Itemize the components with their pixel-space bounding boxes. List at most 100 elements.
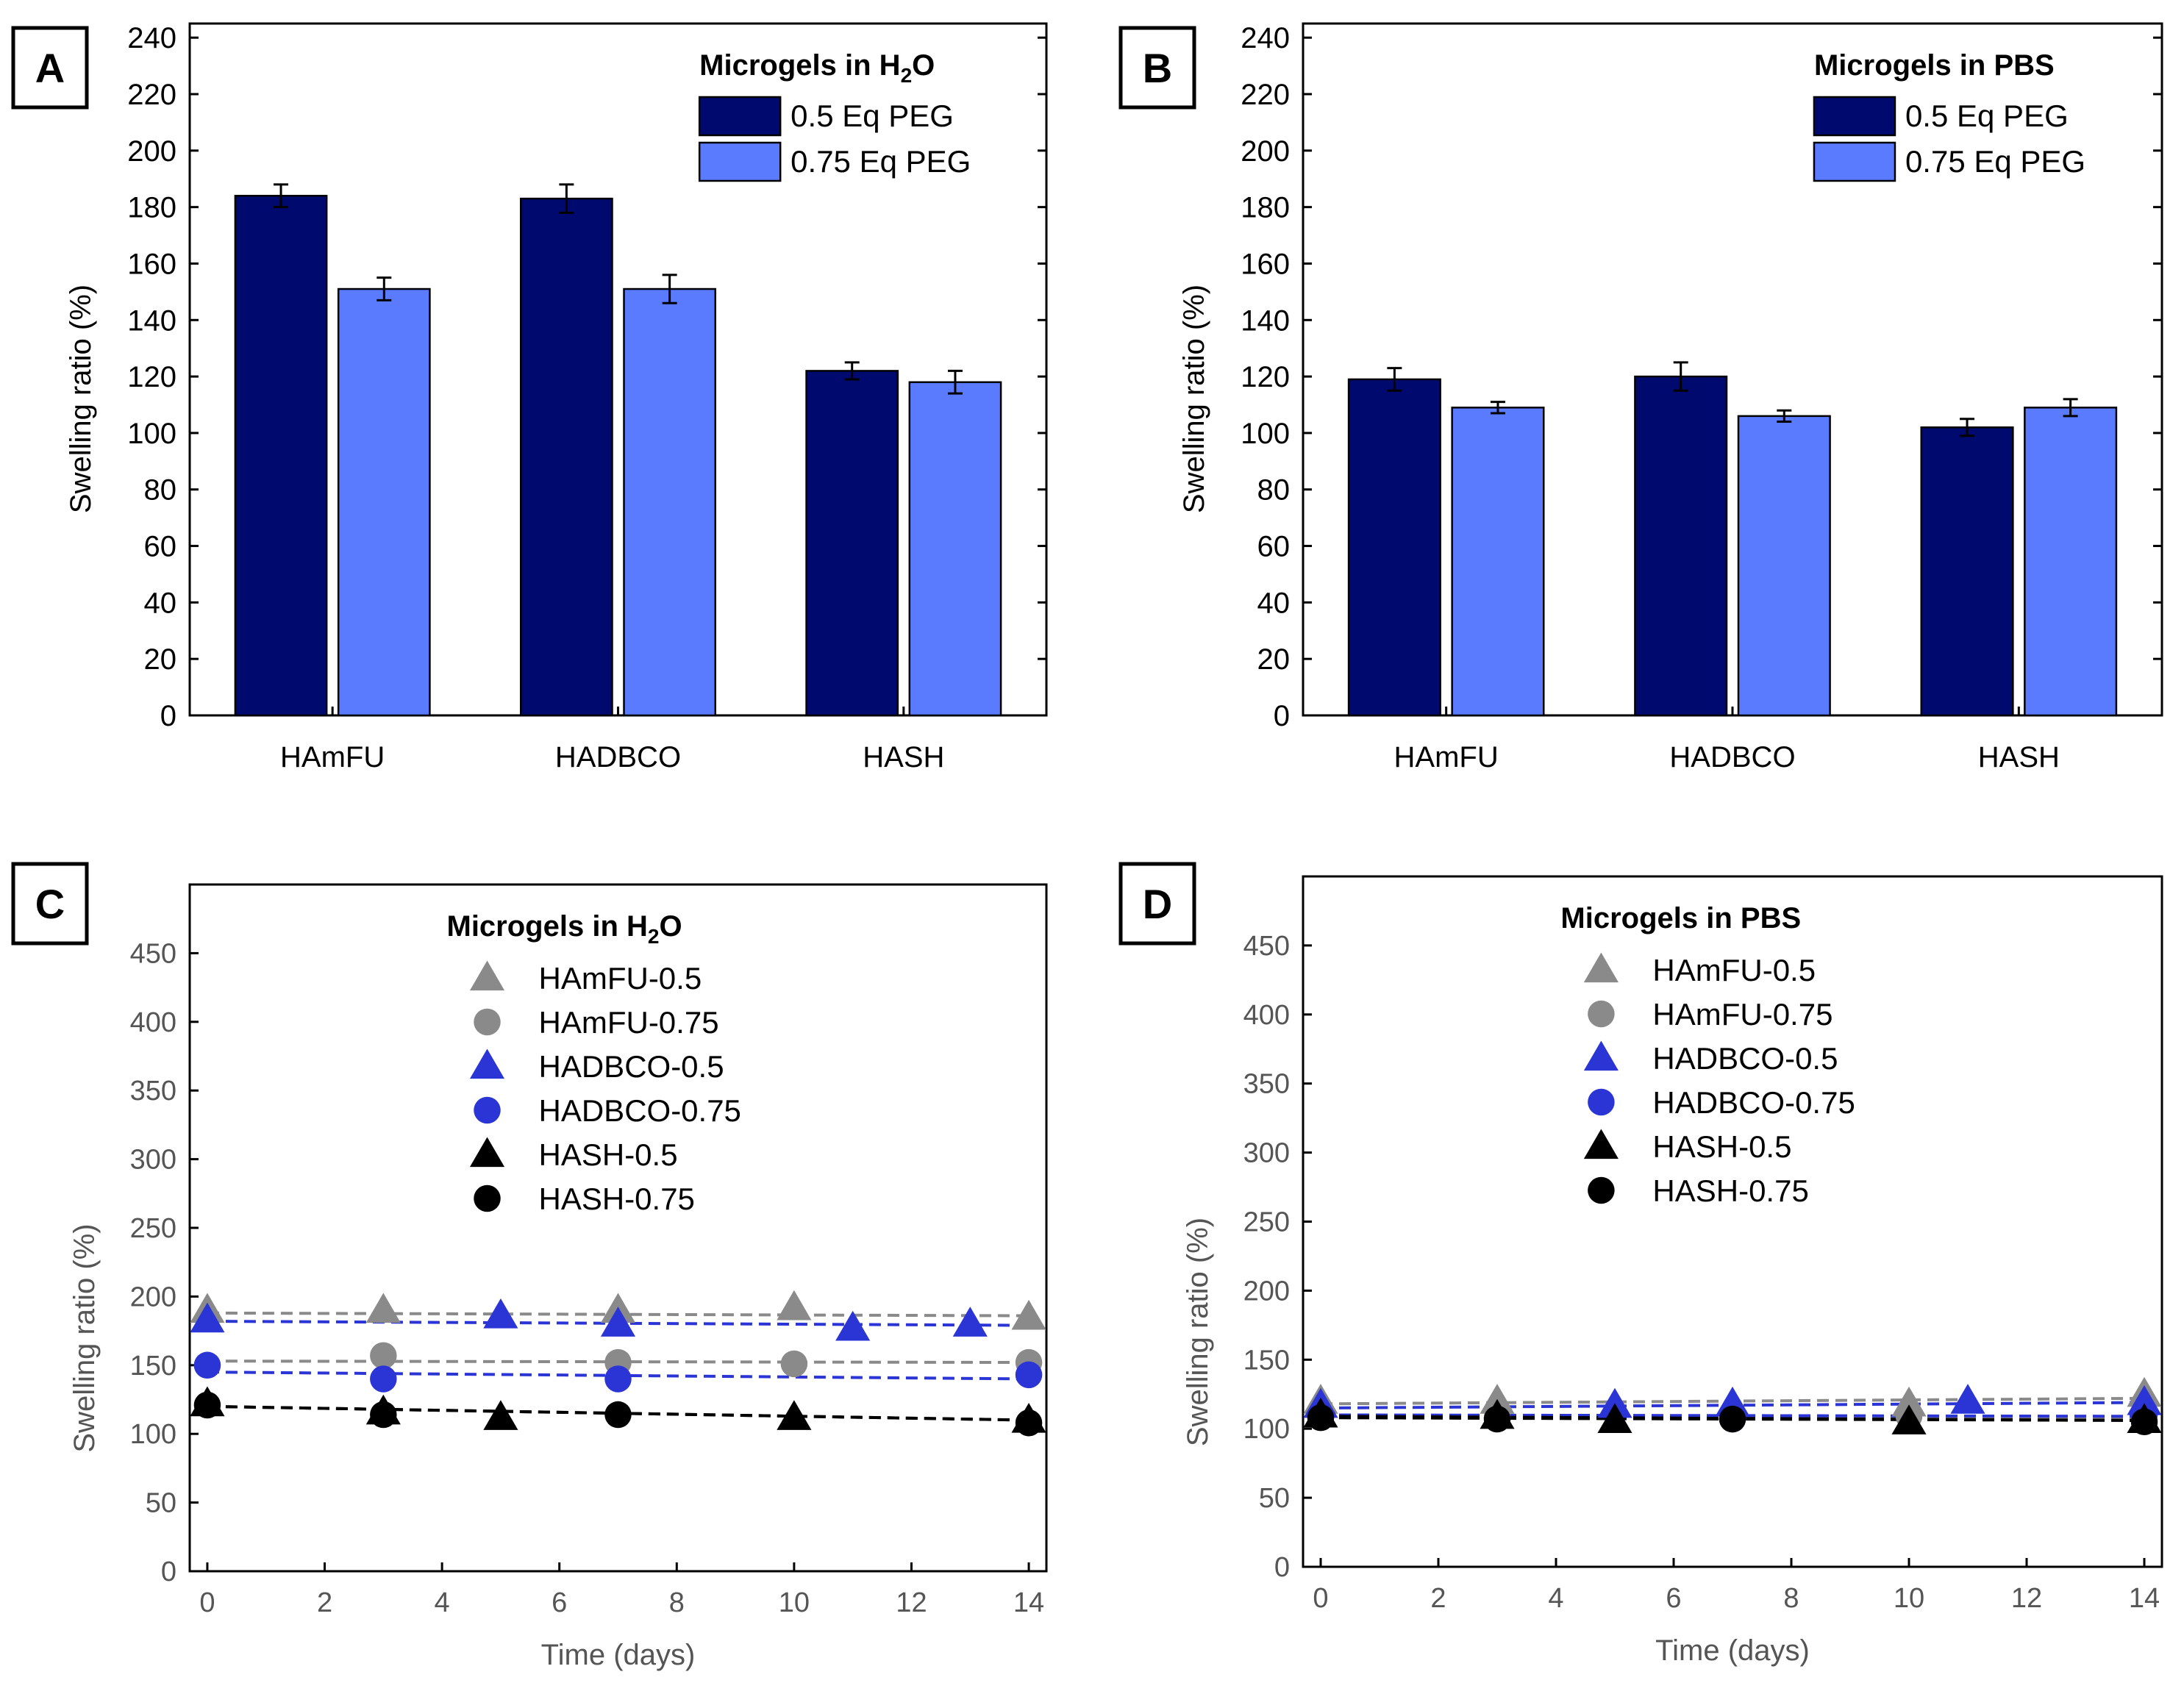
- x-axis-label: Time (days): [541, 1639, 696, 1671]
- y-tick-label: 400: [130, 1007, 176, 1038]
- point-hamfu-0.5: [777, 1290, 812, 1320]
- chart-panel-d: 0 50 100 150 200 250 300 350 400 450 0 2 4 6 8 10 12 14 Ti…: [1182, 875, 2163, 1667]
- legend-marker: [469, 1048, 505, 1079]
- bar-hash-series-1: [908, 381, 1002, 717]
- point-hash-0.75: [1483, 1405, 1511, 1433]
- point-hadbco-0.5: [600, 1307, 636, 1337]
- legend-title-main: Microgels in H: [447, 910, 648, 943]
- point-hash-0.75: [1307, 1404, 1335, 1432]
- y-tick-label: 40: [1257, 587, 1291, 619]
- point-hadbco-0.5: [835, 1310, 871, 1341]
- x-tick-label: 14: [1013, 1587, 1044, 1618]
- bar-hadbco-series-1: [623, 287, 717, 717]
- panel-letter-c: C: [11, 862, 89, 946]
- legend-swatch: [1813, 96, 1896, 137]
- bar-hadbco-series-0: [1634, 375, 1728, 717]
- x-tick-label: 2: [1430, 1583, 1446, 1614]
- y-tick-label: 450: [130, 938, 176, 969]
- y-tick-label: 0: [1274, 1552, 1290, 1583]
- y-tick-label: 300: [130, 1145, 176, 1176]
- legend-label: HASH-0.5: [539, 1137, 678, 1172]
- y-tick-label: 150: [130, 1351, 176, 1382]
- point-hamfu-0.5: [1480, 1384, 1515, 1414]
- point-hadbco-0.75: [604, 1365, 632, 1393]
- y-tick-label: 40: [144, 587, 177, 619]
- y-tick-label: 350: [1243, 1069, 1290, 1100]
- chart-panel-b: 0 20 40 60 80 100 120 140 160 180 200 220 240 Swellin…: [1178, 22, 2163, 773]
- point-hash-0.5: [777, 1400, 812, 1430]
- legend-marker: [474, 1096, 501, 1124]
- point-hash-0.5: [1597, 1403, 1632, 1434]
- point-hamfu-0.75: [370, 1342, 397, 1369]
- y-axis-label: Swelling ratio (%): [1178, 285, 1210, 513]
- legend-title-tail: O: [659, 910, 682, 943]
- legend: Microgels in PBS HAmFU-0.5 HAmFU-0.75 HADBC…: [1560, 902, 1855, 1208]
- legend-marker: [474, 1184, 501, 1212]
- y-tick-label: 80: [1257, 474, 1291, 507]
- legend-label: HAmFU-0.5: [539, 961, 702, 996]
- legend-title-main: Microgels in H: [699, 49, 900, 82]
- y-tick-label: 220: [1241, 79, 1290, 111]
- y-tick-label: 450: [1243, 931, 1290, 962]
- x-tick-label: 0: [1313, 1583, 1328, 1614]
- legend-label: 0.75 Eq PEG: [1905, 144, 2085, 179]
- y-tick-label: 160: [127, 248, 176, 280]
- legend-title: Microgels in PBS: [1560, 902, 1801, 934]
- y-tick-label: 120: [1241, 361, 1290, 393]
- legend-title: Microgels in H2O: [699, 49, 935, 87]
- bar-hamfu-series-1: [1451, 407, 1545, 717]
- x-tick-label: 14: [2129, 1583, 2160, 1614]
- y-axis-label: Swelling ratio (%): [1182, 1218, 1214, 1446]
- x-tick-label: 12: [2011, 1583, 2042, 1614]
- y-tick-label: 160: [1241, 248, 1290, 280]
- legend-marker: [469, 960, 505, 991]
- x-tick-label: 6: [1666, 1583, 1681, 1614]
- y-tick-label: 0: [160, 700, 176, 732]
- legend-label: HADBCO-0.5: [539, 1049, 724, 1084]
- y-tick-label: 150: [1243, 1345, 1290, 1376]
- y-tick-label: 400: [1243, 1000, 1290, 1031]
- y-tick-label: 20: [144, 643, 177, 676]
- y-tick-label: 200: [1241, 135, 1290, 168]
- y-tick-label: 140: [127, 304, 176, 337]
- x-tick-label: HADBCO: [555, 741, 681, 773]
- legend-label: HASH-0.5: [1652, 1129, 1791, 1164]
- y-tick-label: 300: [1243, 1138, 1290, 1169]
- panel-letter-text: D: [1143, 881, 1172, 927]
- bar-hash-series-0: [1920, 426, 2014, 717]
- panel-letter-b: B: [1118, 26, 1196, 110]
- y-tick-label: 100: [127, 418, 176, 450]
- y-tick-label: 250: [130, 1213, 176, 1244]
- y-axis-label: Swelling ratio (%): [65, 285, 97, 513]
- bar-hadbco-series-1: [1737, 415, 1831, 717]
- legend-marker: [1588, 1088, 1615, 1116]
- x-tick-label: 10: [779, 1587, 810, 1618]
- y-axis-label: Swelling ratio (%): [68, 1223, 101, 1452]
- y-tick-label: 240: [127, 22, 176, 54]
- x-tick-label: 2: [317, 1587, 332, 1618]
- y-tick-label: 180: [1241, 192, 1290, 224]
- y-tick-label: 350: [130, 1076, 176, 1107]
- x-tick-label: 10: [1894, 1583, 1924, 1614]
- legend-marker: [1583, 952, 1619, 983]
- y-tick-label: 100: [1241, 418, 1290, 450]
- bar-hash-series-1: [2024, 407, 2118, 717]
- x-tick-label: 8: [669, 1587, 685, 1618]
- point-hadbco-0.5: [1597, 1387, 1632, 1418]
- point-hamfu-0.75: [780, 1350, 808, 1378]
- y-tick-label: 80: [144, 474, 177, 507]
- x-tick-label: HASH: [863, 741, 944, 773]
- legend-marker: [1588, 1000, 1615, 1028]
- y-tick-label: 0: [1274, 700, 1290, 732]
- point-hash-0.75: [604, 1401, 632, 1429]
- point-hash-0.75: [193, 1391, 221, 1419]
- y-tick-label: 50: [1259, 1483, 1290, 1514]
- legend-title-tail: O: [912, 49, 935, 82]
- panel-letter-text: B: [1143, 45, 1172, 91]
- legend-marker: [1588, 1176, 1615, 1204]
- legend-label: HADBCO-0.5: [1652, 1041, 1838, 1076]
- legend-label: HAmFU-0.75: [1652, 997, 1833, 1032]
- point-hadbco-0.5: [483, 1298, 518, 1329]
- bar-hadbco-series-0: [519, 197, 613, 717]
- panel-letter-box: [1118, 862, 1196, 946]
